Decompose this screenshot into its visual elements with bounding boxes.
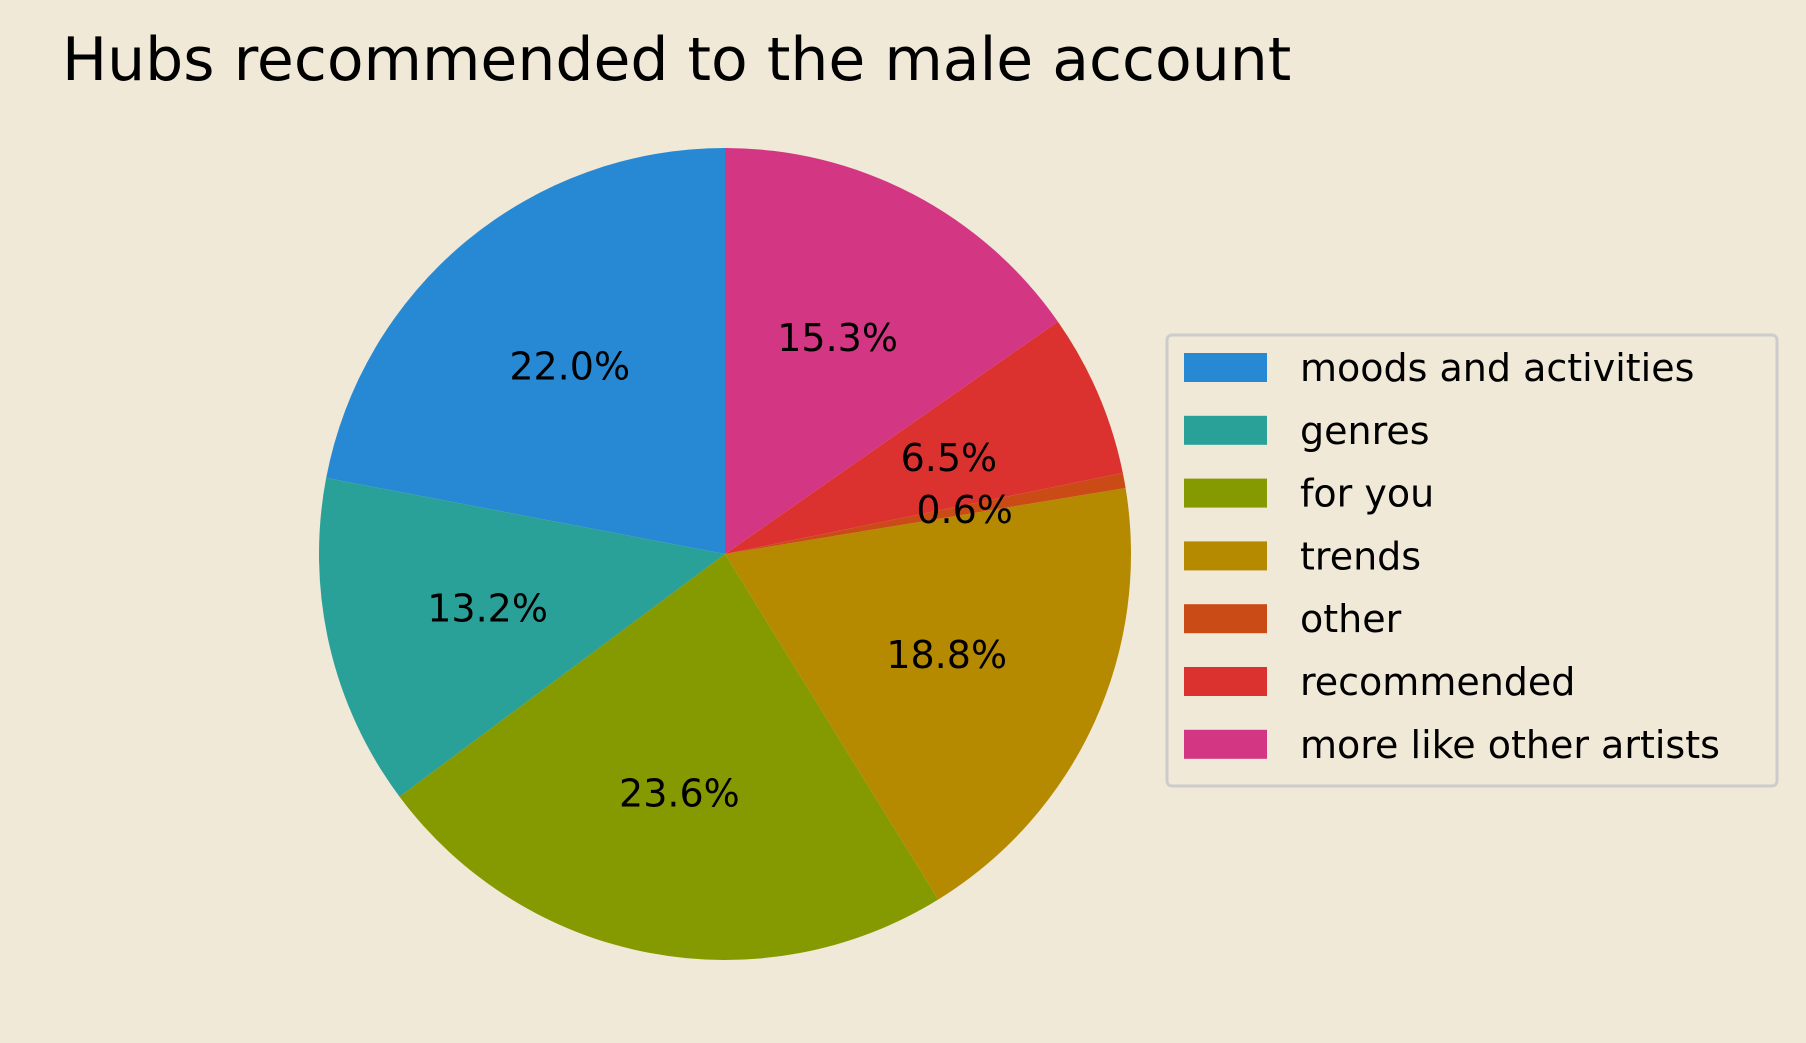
pie-slice-label: 22.0%: [509, 344, 630, 388]
pie-slice-label: 13.2%: [427, 587, 548, 631]
legend-label: recommended: [1300, 660, 1575, 704]
legend-label: for you: [1300, 472, 1434, 516]
legend-label: trends: [1300, 534, 1421, 578]
pie-slice-recommended: [725, 321, 1123, 554]
pie-slice-moods-and-activities: [326, 148, 725, 554]
pie-slice-labels: 22.0% 13.2% 23.6% 18.8% 0.6% 6.5% 15.3%: [427, 316, 1013, 815]
legend: moods and activities genres for you trends o…: [1165, 333, 1779, 788]
pie-slice-for-you: [399, 554, 939, 960]
legend-swatch: [1184, 667, 1267, 696]
legend-swatch: [1184, 541, 1267, 571]
legend-label: moods and activities: [1300, 346, 1694, 390]
legend-swatch: [1184, 353, 1267, 382]
pie-slice-more-like-other-artists: [725, 148, 1058, 554]
pie-slice-label: 18.8%: [886, 633, 1007, 677]
pie-slices: [318, 148, 1131, 960]
legend-swatch: [1184, 729, 1267, 759]
pie-slice-label: 0.6%: [916, 488, 1013, 532]
legend-label: genres: [1300, 409, 1430, 453]
legend-swatch: [1184, 604, 1267, 634]
pie-slice-label: 23.6%: [619, 771, 740, 815]
legend-label: other: [1300, 597, 1402, 641]
pie-slice-label: 6.5%: [901, 436, 998, 480]
legend-frame: [1165, 333, 1779, 788]
pie-slice-genres: [318, 477, 725, 797]
pie-slice-other: [725, 472, 1126, 554]
legend-label: more like other artists: [1300, 723, 1720, 767]
pie-slice-trends: [725, 487, 1131, 900]
legend-swatch: [1184, 478, 1267, 508]
chart-title: Hubs recommended to the male account: [62, 25, 1291, 95]
legend-swatch: [1184, 415, 1267, 445]
pie-slice-label: 15.3%: [777, 316, 898, 360]
